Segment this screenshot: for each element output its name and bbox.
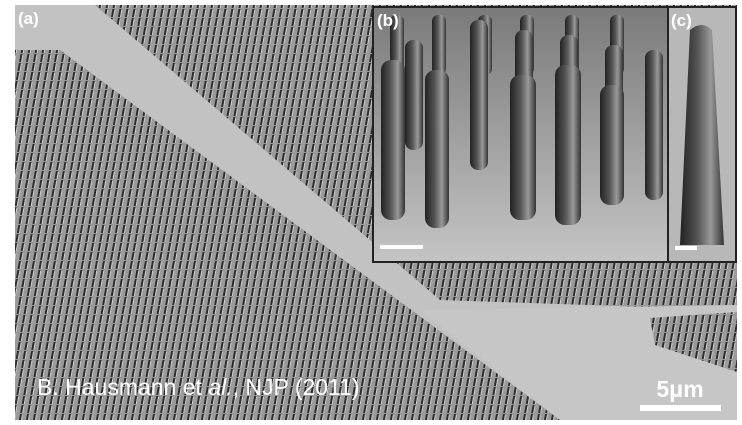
citation-text: , NJP (2011) (233, 374, 360, 400)
panel-c (668, 7, 736, 262)
citation: B. Hausmann et al., NJP (2011) (37, 374, 360, 400)
panel-label: (c) (671, 11, 692, 30)
figure: (a) (b) (c) B. Hausmann et al., NJP (201… (0, 0, 742, 425)
citation-italic: al. (208, 374, 232, 400)
citation-text: t (196, 374, 209, 400)
panel-label: (a) (18, 9, 39, 28)
scale-bar (640, 405, 721, 411)
scale-bar-label: 5μm (656, 376, 703, 402)
panel-label: (b) (377, 11, 399, 30)
panel-b (373, 7, 668, 262)
citation-text: B. Hausmann e (37, 374, 196, 400)
